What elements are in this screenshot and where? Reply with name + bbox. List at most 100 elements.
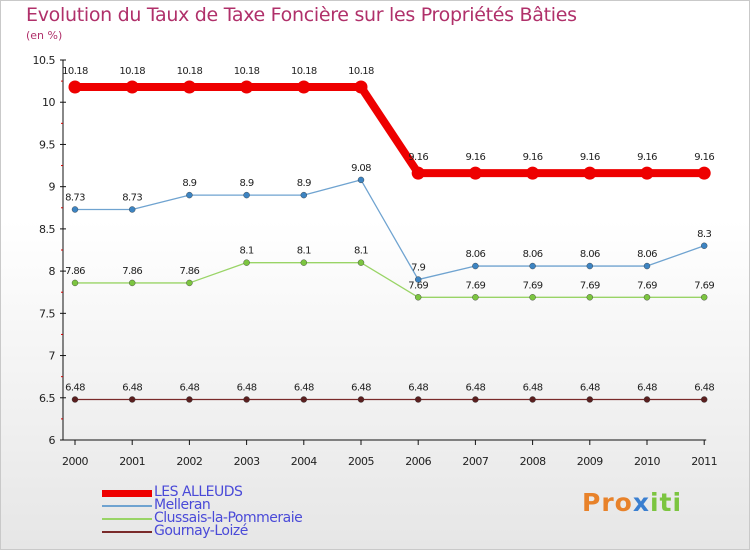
- x-tick-label: 2004: [291, 455, 317, 468]
- data-label: 8.06: [465, 249, 485, 260]
- data-point: [71, 279, 79, 287]
- data-point: [415, 396, 422, 403]
- data-point: [586, 396, 593, 403]
- y-tick-label: 9: [49, 181, 56, 194]
- data-point: [300, 259, 307, 266]
- x-tick-label: 2001: [119, 455, 145, 468]
- data-point: [354, 80, 368, 94]
- data-label: 7.69: [637, 280, 657, 291]
- y-tick-label: 9.5: [39, 138, 55, 151]
- y-tick-label: 8: [49, 265, 56, 278]
- data-point: [586, 262, 593, 270]
- x-tick-label: 2007: [462, 455, 488, 468]
- legend-item: Melleran: [102, 497, 362, 513]
- data-point: [697, 166, 711, 180]
- data-point: [411, 166, 425, 180]
- data-label: 8.06: [580, 249, 600, 260]
- x-tick-label: 2000: [62, 455, 88, 468]
- data-label: 6.48: [465, 382, 485, 393]
- chart-legend: LES ALLEUDS Melleran Clussais-la-Pommeraie…: [102, 484, 362, 539]
- data-label: 9.16: [694, 152, 714, 163]
- data-point: [529, 396, 536, 403]
- data-label: 6.48: [523, 382, 543, 393]
- series-line: [75, 179, 705, 281]
- data-point: [300, 191, 307, 199]
- x-tick-label: 2003: [234, 455, 260, 468]
- data-point: [468, 166, 482, 180]
- data-label: 8.1: [354, 246, 368, 257]
- data-label: 6.48: [408, 382, 428, 393]
- x-tick-label: 2006: [405, 455, 431, 468]
- data-point: [240, 80, 254, 94]
- data-label: 9.16: [408, 152, 428, 163]
- data-label: 7.69: [580, 280, 600, 291]
- data-point: [71, 396, 79, 403]
- data-label: 6.48: [637, 382, 657, 393]
- data-label: 6.48: [294, 382, 314, 393]
- data-label: 7.69: [465, 280, 485, 291]
- data-label: 9.08: [351, 163, 371, 174]
- data-label: 10.18: [291, 66, 317, 77]
- data-label: 10.18: [234, 66, 260, 77]
- data-point: [182, 80, 196, 94]
- series-line: [75, 83, 705, 178]
- data-label: 6.48: [351, 382, 371, 393]
- chart-title: Evolution du Taux de Taxe Foncière sur l…: [26, 4, 577, 26]
- data-point: [300, 396, 307, 403]
- data-point: [643, 294, 651, 301]
- data-label: 9.16: [637, 152, 657, 163]
- y-tick-label: 6.5: [39, 392, 55, 405]
- legend-label: Clussais-la-Pommeraie: [154, 510, 303, 526]
- data-label: 8.73: [65, 192, 85, 203]
- legend-label: Gournay-Loizé: [154, 523, 248, 539]
- data-label: 7.9: [411, 263, 425, 274]
- logo-part-iti: iti: [649, 488, 683, 517]
- data-label: 8.73: [122, 192, 142, 203]
- data-label: 8.9: [297, 178, 311, 189]
- data-point: [472, 262, 479, 270]
- data-point: [357, 259, 365, 266]
- data-point: [701, 396, 708, 403]
- y-tick-label: 7: [49, 350, 56, 363]
- data-label: 8.06: [523, 249, 543, 260]
- data-label: 10.18: [62, 66, 88, 77]
- data-label: 10.18: [348, 66, 374, 77]
- data-label: 6.48: [122, 382, 142, 393]
- y-tick-label: 7.5: [39, 307, 55, 320]
- x-tick-label: 2009: [577, 455, 603, 468]
- series-line: [75, 262, 705, 298]
- data-point: [243, 259, 250, 266]
- x-tick-label: 2011: [691, 455, 717, 468]
- data-point: [243, 396, 250, 403]
- data-point: [415, 276, 422, 283]
- data-point: [415, 294, 422, 301]
- data-label: 6.48: [237, 382, 257, 393]
- legend-swatch: [102, 531, 152, 533]
- data-point: [640, 166, 654, 180]
- legend-item: LES ALLEUDS: [102, 484, 362, 500]
- data-label: 6.48: [580, 382, 600, 393]
- data-point: [243, 191, 250, 199]
- data-label: 6.48: [179, 382, 199, 393]
- legend-swatch: [102, 489, 152, 497]
- data-point: [583, 166, 597, 180]
- legend-item: Gournay-Loizé: [102, 523, 362, 539]
- data-point: [186, 191, 193, 199]
- x-tick-label: 2008: [520, 455, 546, 468]
- data-label: 7.69: [408, 280, 428, 291]
- data-point: [128, 396, 136, 403]
- data-point: [529, 294, 536, 301]
- x-tick-label: 2010: [634, 455, 660, 468]
- chart-subtitle: (en %): [26, 29, 63, 42]
- data-label: 8.06: [637, 249, 657, 260]
- data-point: [186, 396, 193, 403]
- data-label: 7.69: [694, 280, 714, 291]
- data-point: [128, 206, 136, 213]
- data-point: [526, 166, 540, 180]
- data-point: [472, 396, 479, 403]
- data-label: 7.86: [65, 266, 85, 277]
- y-tick-label: 6: [49, 434, 56, 447]
- data-label: 6.48: [65, 382, 85, 393]
